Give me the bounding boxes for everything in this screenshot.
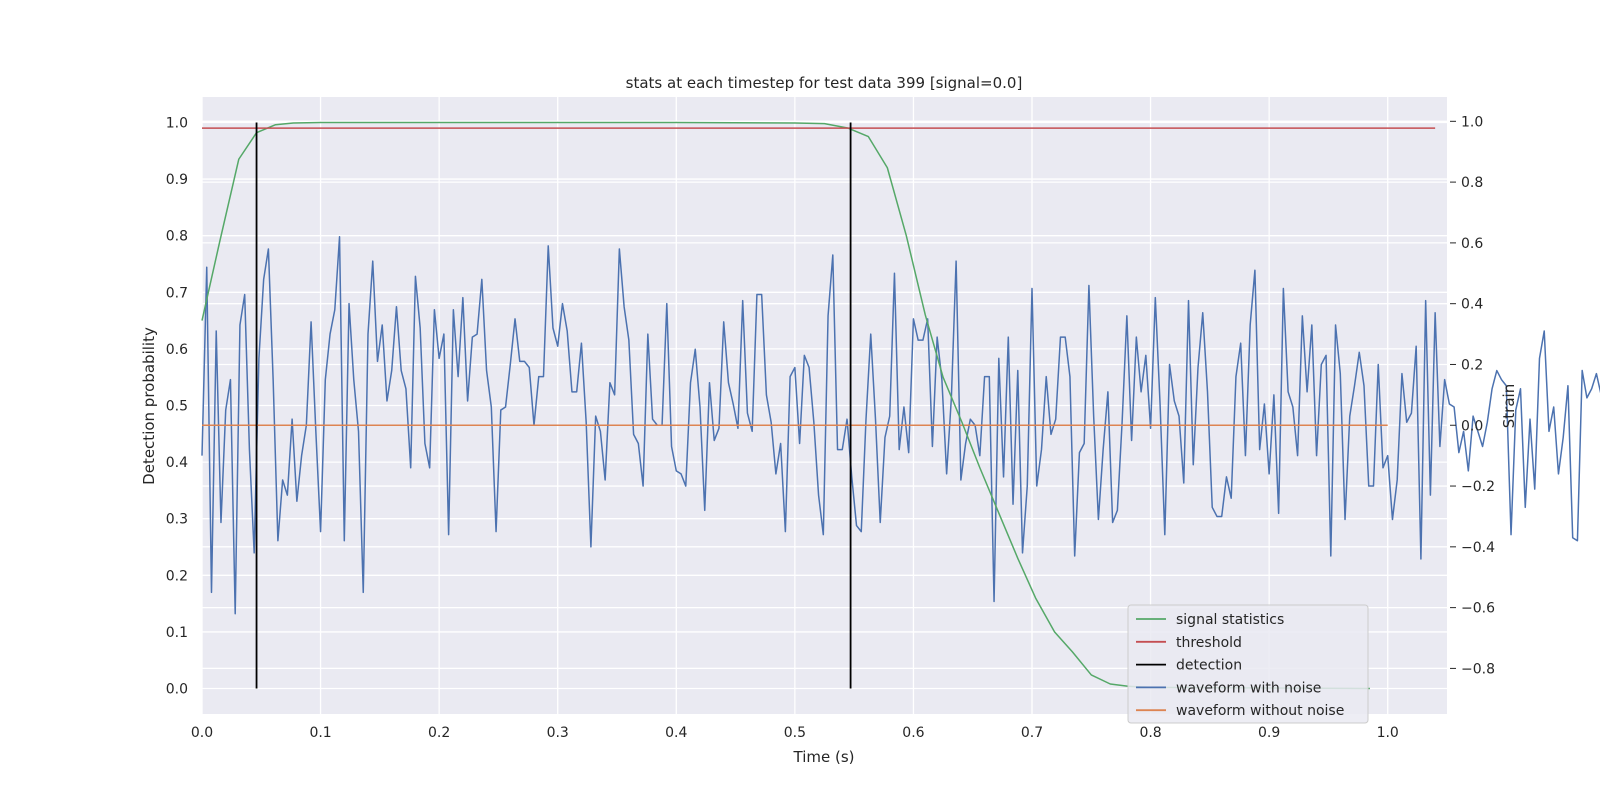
y2-tick-label: 0.6: [1461, 236, 1483, 252]
grid: [201, 97, 1447, 714]
legend-label: threshold: [1176, 635, 1242, 651]
y2-tick-label: 0.0: [1461, 418, 1483, 434]
legend: signal statistics threshold detection wavef…: [1127, 604, 1369, 724]
y-tick-label: 0.4: [166, 455, 188, 471]
x-tick-label: 0.4: [665, 725, 687, 741]
x-tick-label: 0.8: [1139, 725, 1161, 741]
y-tick-label: 0.2: [166, 568, 188, 584]
x-axis-ticks: 0.0 0.1 0.2 0.3 0.4 0.5 0.6 0.7 0.8 0.9 1.0: [191, 725, 1399, 741]
x-tick-label: 0.7: [1021, 725, 1043, 741]
y-tick-label: 0.6: [166, 342, 188, 358]
y-tick-label: 0.9: [166, 172, 188, 188]
x-tick-label: 0.6: [902, 725, 924, 741]
x-tick-label: 0.1: [309, 725, 331, 741]
series-layer: [201, 121, 1600, 690]
legend-box: [1127, 604, 1369, 724]
x-axis-label: Time (s): [793, 748, 855, 766]
signal-statistics-line: [201, 121, 1370, 690]
y2-axis-label: Strain: [1500, 384, 1518, 428]
y-tick-label: 0.5: [166, 399, 188, 415]
y2-tick-label: −0.2: [1461, 479, 1495, 495]
legend-label: detection: [1176, 658, 1242, 674]
y2-tick-label: −0.8: [1461, 661, 1495, 677]
legend-label: signal statistics: [1176, 612, 1284, 628]
x-tick-label: 0.3: [547, 725, 569, 741]
y2-axis-ticks: −0.8 −0.6 −0.4 −0.2 0.0 0.2 0.4 0.6 0.8 1.0: [1450, 114, 1495, 677]
chart-title: stats at each timestep for test data 399…: [626, 74, 1023, 92]
y2-tick-label: −0.6: [1461, 601, 1495, 617]
waveform-with-noise-line: [201, 236, 1600, 615]
y2-tick-label: 0.8: [1461, 175, 1483, 191]
y2-tick-label: 1.0: [1461, 114, 1483, 130]
y-axis-ticks: 0.0 0.1 0.2 0.3 0.4 0.5 0.6 0.7 0.8 0.9 1.0: [166, 115, 188, 697]
x-tick-label: 1.0: [1377, 725, 1399, 741]
y-tick-label: 0.3: [166, 512, 188, 528]
x-tick-label: 0.9: [1258, 725, 1280, 741]
legend-label: waveform without noise: [1176, 703, 1344, 719]
x-tick-label: 0.2: [428, 725, 450, 741]
y-tick-label: 1.0: [166, 115, 188, 131]
y2-tick-label: 0.4: [1461, 297, 1483, 313]
y-tick-label: 0.8: [166, 229, 188, 245]
y2-tick-label: −0.4: [1461, 540, 1495, 556]
legend-label: waveform with noise: [1176, 680, 1321, 696]
x-tick-label: 0.5: [784, 725, 806, 741]
y-axis-label: Detection probability: [140, 327, 158, 485]
y-tick-label: 0.7: [166, 285, 188, 301]
y-tick-label: 0.0: [166, 682, 188, 698]
y2-tick-label: 0.2: [1461, 357, 1483, 373]
x-tick-label: 0.0: [191, 725, 213, 741]
y-tick-label: 0.1: [166, 625, 188, 641]
